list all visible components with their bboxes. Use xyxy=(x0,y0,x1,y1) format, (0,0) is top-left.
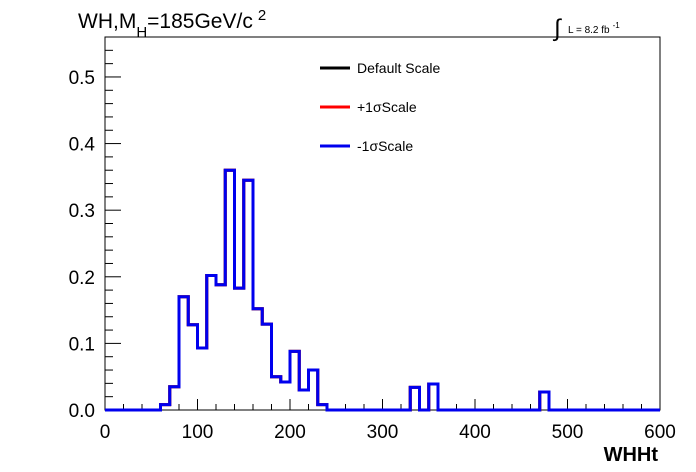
legend-label: +1σScale xyxy=(357,99,417,115)
title-value: =185GeV/c xyxy=(147,10,253,33)
luminosity-label: ∫ L = 8.2 fb -1 xyxy=(552,15,620,42)
legend-label: -1σScale xyxy=(357,138,413,154)
y-tick-label: 0.3 xyxy=(69,201,95,222)
y-tick-label: 0.4 xyxy=(69,135,96,156)
x-tick-label: 200 xyxy=(274,422,306,443)
x-tick-label: 100 xyxy=(182,422,214,443)
y-tick-label: 0.1 xyxy=(69,334,95,355)
y-tick-label: 0.0 xyxy=(69,401,95,422)
x-axis-title: WHHt xyxy=(604,444,659,466)
legend: Default Scale +1σScale -1σScale xyxy=(320,60,440,154)
y-tick-label: 0.5 xyxy=(69,68,95,89)
x-tick-label: 400 xyxy=(459,422,491,443)
integral-symbol: ∫ xyxy=(552,15,562,42)
svg-text:L = 8.2 fb-1: L = 8.2 fb -1 xyxy=(568,21,620,36)
title-superscript: 2 xyxy=(258,7,266,24)
lumi-superscript: -1 xyxy=(613,21,621,30)
chart-title: WH,MH=185GeV/c 2 xyxy=(78,7,266,41)
x-tick-label: 500 xyxy=(552,422,584,443)
title-subscript: H xyxy=(136,24,147,41)
series-lines xyxy=(105,168,660,412)
series-line-2 xyxy=(105,168,660,412)
x-tick-label: 600 xyxy=(644,422,676,443)
lumi-text: L = 8.2 fb xyxy=(568,25,610,36)
title-prefix: WH,M xyxy=(78,10,136,33)
x-tick-label: 300 xyxy=(367,422,399,443)
x-tick-label: 0 xyxy=(100,422,111,443)
svg-text:WH,MH=185GeV/c2: WH,MH=185GeV/c 2 xyxy=(78,7,266,41)
y-tick-label: 0.2 xyxy=(69,268,95,289)
axis-tick-labels: 0 100 200 300 400 500 600 0.0 0.1 0.2 0.3 0.4 0.5 xyxy=(69,68,676,443)
legend-label: Default Scale xyxy=(357,60,440,76)
